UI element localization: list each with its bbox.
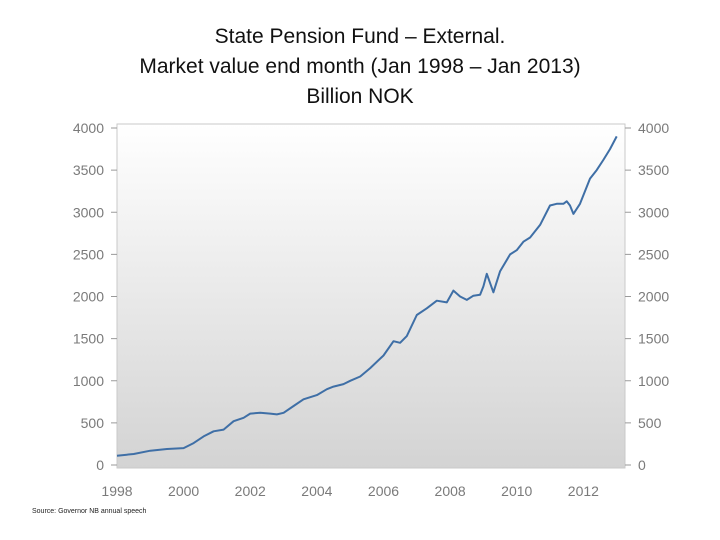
x-tick-label: 2000 <box>168 483 199 499</box>
y-tick-label-left: 1500 <box>73 331 104 347</box>
y-tick-label-right: 1500 <box>638 331 669 347</box>
y-tick-label-right: 3500 <box>638 162 669 178</box>
right-y-axis: 0 500 1000 1500 2000 2500 3000 3500 4000 <box>625 120 669 473</box>
y-tick-label-left: 3500 <box>73 162 104 178</box>
y-tick-label-left: 500 <box>81 415 105 431</box>
x-axis: 1998 2000 2002 2004 2006 2008 2010 2012 <box>101 483 599 499</box>
y-tick-label-left: 1000 <box>73 373 104 389</box>
y-tick-label-left: 3000 <box>73 204 104 220</box>
chart-title-line-3: Billion NOK <box>306 85 414 108</box>
y-tick-label-right: 2500 <box>638 246 669 262</box>
x-tick-label: 2008 <box>435 483 466 499</box>
chart-title-line-2: Market value end month (Jan 1998 – Jan 2… <box>139 55 581 78</box>
x-tick-label: 2006 <box>368 483 399 499</box>
y-tick-label-right: 3000 <box>638 204 669 220</box>
x-tick-label: 2010 <box>501 483 532 499</box>
chart-title-line-1: State Pension Fund – External. <box>214 25 506 48</box>
y-tick-label-left: 4000 <box>73 120 104 136</box>
y-tick-label-right: 1000 <box>638 373 669 389</box>
source-note: Source: Governor NB annual speech <box>32 508 147 515</box>
y-tick-label-right: 500 <box>638 415 662 431</box>
market-value-line <box>116 135 618 457</box>
y-tick-label-left: 2500 <box>73 246 104 262</box>
x-tick-label: 2002 <box>235 483 266 499</box>
y-tick-label-right: 2000 <box>638 289 669 305</box>
x-tick-label: 2004 <box>301 483 332 499</box>
y-tick-label-left: 2000 <box>73 289 104 305</box>
x-tick-label: 1998 <box>101 483 132 499</box>
y-tick-label-right: 0 <box>638 457 646 473</box>
plot-area <box>116 123 626 469</box>
y-tick-label-left: 0 <box>96 457 104 473</box>
y-tick-label-right: 4000 <box>638 120 669 136</box>
left-y-axis: 0 500 1000 1500 2000 2500 3000 3500 4000 <box>73 120 117 473</box>
chart-title: State Pension Fund – External. Market va… <box>0 22 720 112</box>
x-tick-label: 2012 <box>568 483 599 499</box>
